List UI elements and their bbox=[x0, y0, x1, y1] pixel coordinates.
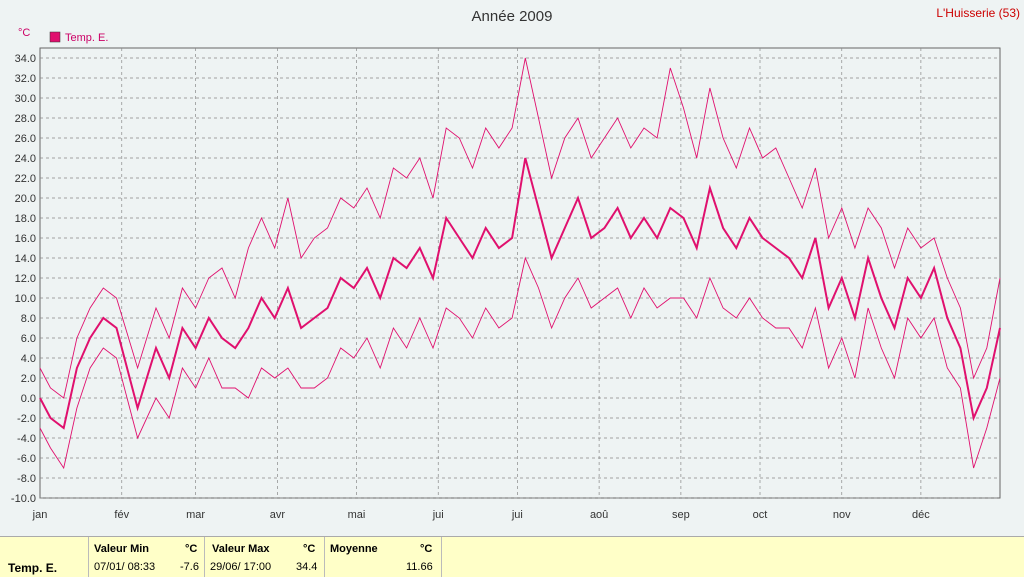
y-tick-label: 34.0 bbox=[15, 53, 36, 65]
y-tick-label: 12.0 bbox=[15, 273, 36, 285]
stats-panel: Temp. E. Valeur Min °C 07/01/ 08:33 -7.6… bbox=[0, 536, 1024, 577]
x-tick-label: aoû bbox=[590, 509, 608, 521]
y-tick-label: 4.0 bbox=[21, 353, 36, 365]
x-tick-label: avr bbox=[270, 509, 286, 521]
x-tick-label: oct bbox=[753, 509, 768, 521]
x-tick-label: fév bbox=[114, 509, 129, 521]
stats-mean-unit: °C bbox=[420, 543, 433, 555]
y-tick-label: 28.0 bbox=[15, 113, 36, 125]
legend-swatch bbox=[49, 31, 61, 43]
stats-max-date: 29/06/ 17:00 bbox=[210, 561, 272, 573]
plot-area bbox=[39, 47, 1001, 499]
x-tick-label: mar bbox=[186, 509, 205, 521]
stats-min-value: -7.6 bbox=[180, 561, 199, 573]
x-tick-label: nov bbox=[833, 509, 851, 521]
stats-min-unit: °C bbox=[185, 543, 198, 555]
x-tick-label: déc bbox=[912, 509, 930, 521]
stats-max-unit: °C bbox=[303, 543, 316, 555]
y-tick-label: 8.0 bbox=[21, 313, 36, 325]
y-tick-label: 32.0 bbox=[15, 73, 36, 85]
y-tick-label: 10.0 bbox=[15, 293, 36, 305]
station-name: L'Huisserie (53) bbox=[936, 6, 1020, 20]
y-tick-label: -2.0 bbox=[17, 413, 36, 425]
y-tick-label: 14.0 bbox=[15, 253, 36, 265]
y-tick-label: 2.0 bbox=[21, 373, 36, 385]
y-tick-label: 18.0 bbox=[15, 213, 36, 225]
x-tick-label: jui bbox=[511, 509, 523, 521]
y-axis: -10.0 -8.0 -6.0 -4.0 -2.0 0.0 2.0 4.0 6.0 8.0 10.0… bbox=[11, 53, 36, 505]
series-line-max bbox=[39, 57, 1001, 399]
y-tick-label: -8.0 bbox=[17, 473, 36, 485]
stats-min-date: 07/01/ 08:33 bbox=[94, 561, 156, 573]
stats-max-label: Valeur Max bbox=[212, 543, 270, 555]
stats-name-cell: Temp. E. bbox=[0, 537, 89, 577]
temperature-chart: Année 2009 L'Huisserie (53) °C Temp. E. … bbox=[11, 6, 1020, 521]
grid bbox=[40, 48, 1000, 499]
x-tick-label: sep bbox=[672, 509, 690, 521]
stats-mean-label: Moyenne bbox=[330, 543, 378, 555]
chart-title: Année 2009 bbox=[472, 8, 553, 25]
y-tick-label: 24.0 bbox=[15, 153, 36, 165]
stats-max-value: 34.4 bbox=[296, 561, 318, 573]
y-tick-label: -10.0 bbox=[11, 493, 36, 505]
stats-mean-value: 11.66 bbox=[406, 561, 433, 573]
stats-min-label: Valeur Min bbox=[94, 543, 150, 555]
series-line-min bbox=[39, 256, 1001, 470]
y-tick-label: -4.0 bbox=[17, 433, 36, 445]
series-lines bbox=[39, 57, 1001, 470]
series-line-mean bbox=[39, 157, 1001, 430]
x-tick-label: jan bbox=[32, 509, 48, 521]
stats-mean-cell: Moyenne °C 11.66 bbox=[324, 537, 442, 577]
legend-label: Temp. E. bbox=[65, 32, 108, 44]
y-axis-unit: °C bbox=[18, 27, 30, 39]
x-tick-label: jui bbox=[432, 509, 444, 521]
y-tick-label: -6.0 bbox=[17, 453, 36, 465]
y-tick-label: 30.0 bbox=[15, 93, 36, 105]
x-tick-label: mai bbox=[348, 509, 366, 521]
y-tick-label: 22.0 bbox=[15, 173, 36, 185]
stats-series-name: Temp. E. bbox=[8, 561, 58, 575]
y-tick-label: 20.0 bbox=[15, 193, 36, 205]
x-axis: jan fév mar avr mai jui jui aoû sep oct nov déc bbox=[32, 509, 931, 521]
y-tick-label: 26.0 bbox=[15, 133, 36, 145]
y-tick-label: 6.0 bbox=[21, 333, 36, 345]
stats-max-cell: Valeur Max °C 29/06/ 17:00 34.4 bbox=[204, 537, 325, 577]
stats-min-cell: Valeur Min °C 07/01/ 08:33 -7.6 bbox=[88, 537, 205, 577]
y-tick-label: 0.0 bbox=[21, 393, 36, 405]
y-tick-label: 16.0 bbox=[15, 233, 36, 245]
